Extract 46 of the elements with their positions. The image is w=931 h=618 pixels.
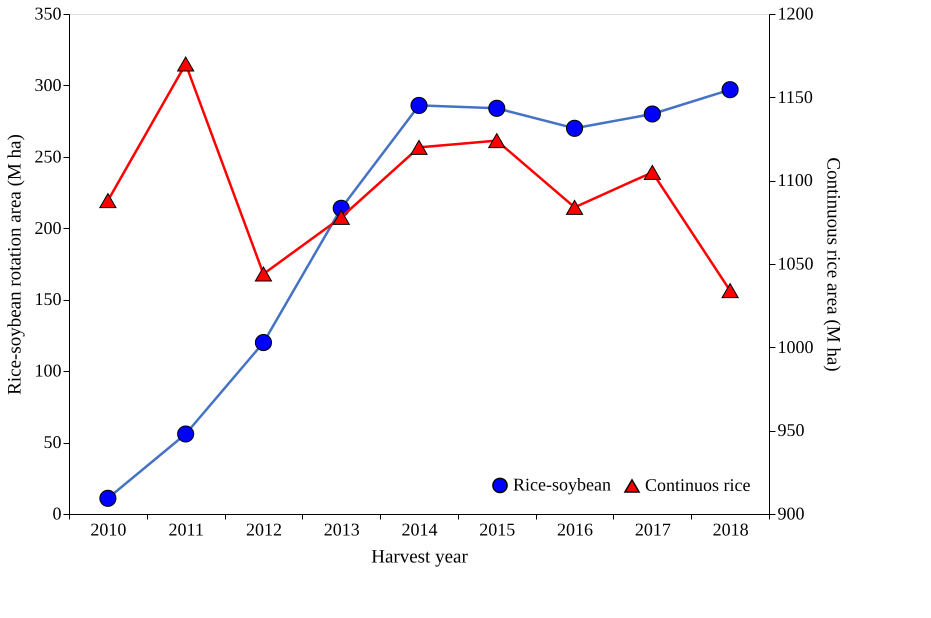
x-tick-label: 2018	[712, 520, 749, 540]
y-tick-label: 300	[34, 74, 62, 95]
point	[566, 120, 584, 137]
y2-axis-title: Continuous rice area (M ha)	[822, 157, 844, 372]
y-tick-label: 350	[34, 4, 62, 24]
x-tick-label: 2017	[634, 520, 671, 540]
y-tick-label: 200	[34, 218, 62, 238]
point	[722, 81, 739, 98]
y2-tick-label: 1000	[778, 336, 814, 357]
legend-label: Rice-soybean	[513, 474, 611, 494]
x-tick-label: 2012	[246, 520, 282, 540]
point	[177, 56, 194, 72]
y2-tick-label: 900	[778, 504, 804, 524]
point	[99, 490, 116, 507]
y-axis-title: Rice-soybean rotation area (M ha)	[4, 134, 26, 395]
point	[254, 334, 272, 352]
x-axis-title: Harvest year	[371, 546, 468, 568]
point	[722, 283, 739, 298]
point	[644, 164, 661, 180]
y2-tick-label: 1100	[778, 170, 813, 190]
x-tick-label: 2014	[402, 520, 438, 540]
y-tick-label: 50	[44, 432, 62, 452]
x-tick-label: 2016	[557, 520, 594, 540]
y-tick-label: 0	[52, 504, 62, 524]
point	[410, 96, 428, 114]
point	[488, 100, 506, 117]
legend-label: Continuos rice	[645, 474, 750, 495]
x-tick-label: 2010	[90, 520, 126, 540]
x-tick-label: 2011	[168, 520, 204, 540]
x-tick-label: 2015	[479, 520, 516, 540]
point	[644, 105, 661, 123]
point	[410, 140, 428, 155]
y2-tick-label: 1200	[778, 4, 814, 24]
point	[99, 193, 116, 208]
y-tick-label: 150	[34, 289, 62, 310]
y-tick-label: 250	[34, 146, 62, 166]
point	[566, 200, 584, 215]
y-tick-label: 100	[34, 360, 62, 381]
point	[332, 210, 350, 225]
point	[254, 266, 272, 282]
y2-tick-label: 1050	[778, 254, 814, 274]
point	[488, 133, 506, 148]
y2-tick-label: 1150	[778, 86, 813, 107]
x-tick-label: 2013	[324, 520, 360, 540]
y2-tick-label: 950	[778, 420, 804, 440]
point	[177, 425, 194, 443]
